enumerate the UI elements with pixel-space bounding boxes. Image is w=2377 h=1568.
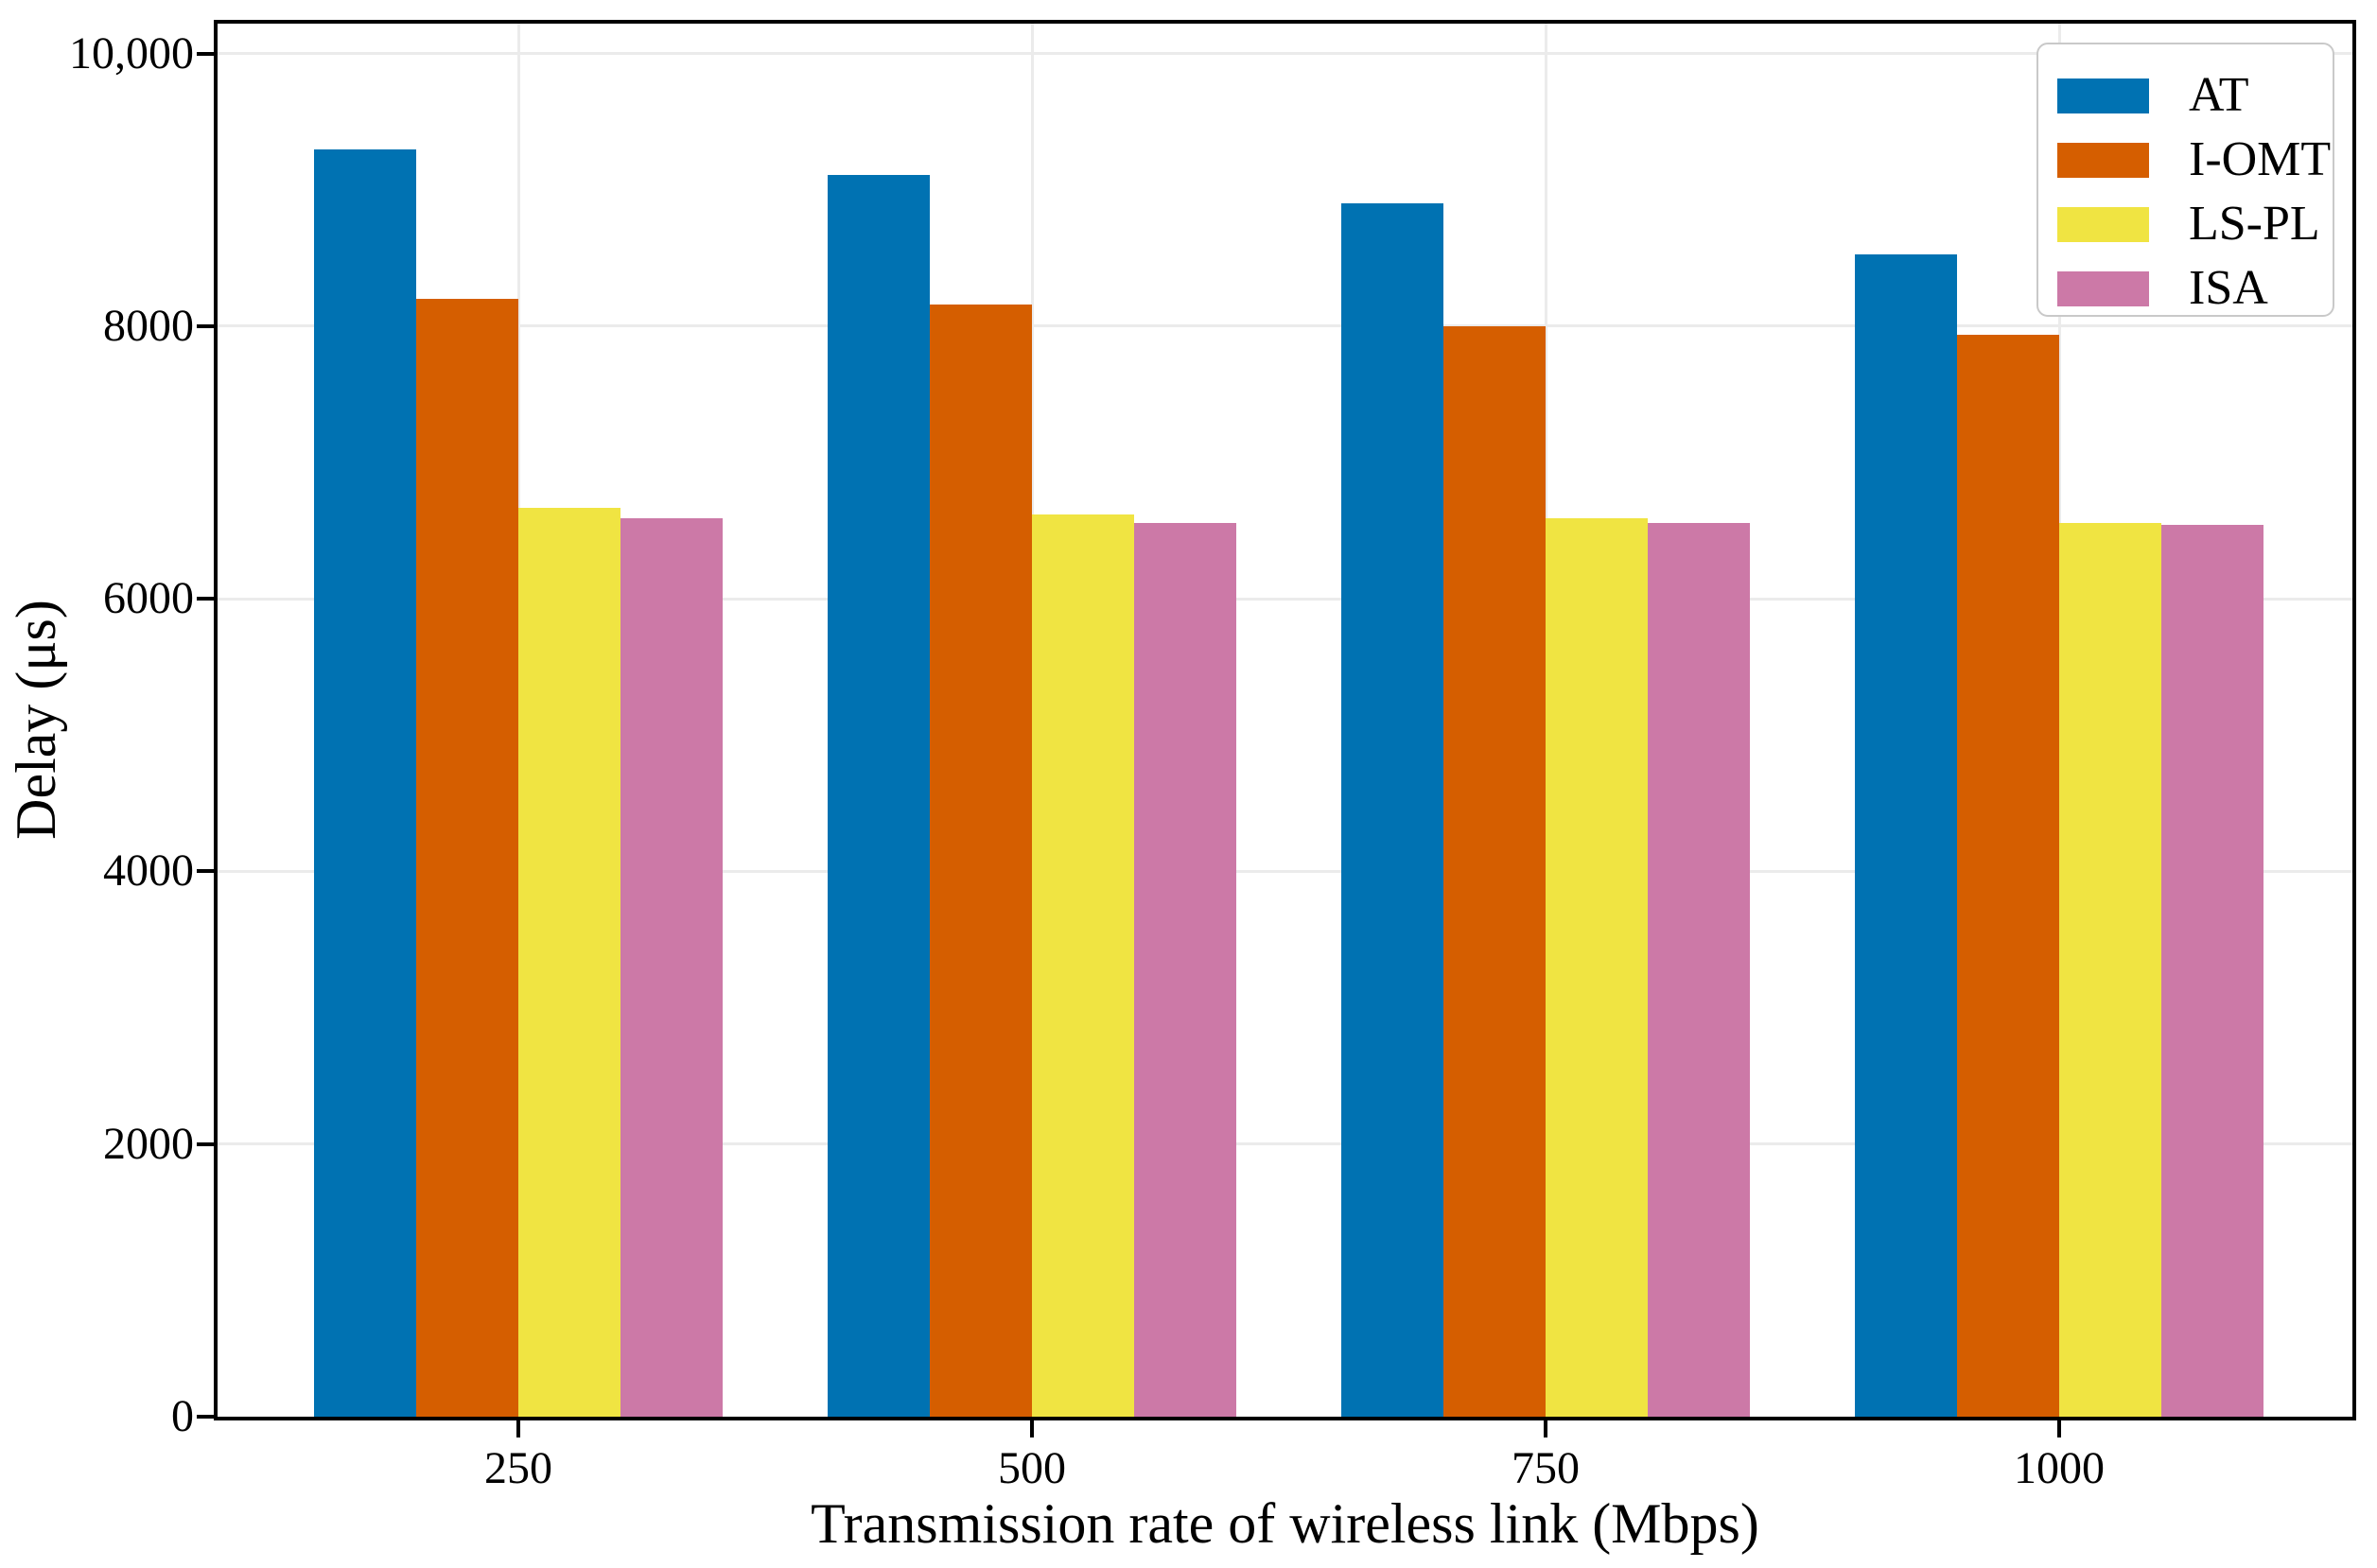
y-tick-label: 10,000 [69, 27, 194, 78]
bar-AT-1000 [1855, 253, 1957, 1417]
x-tick [1544, 1420, 1547, 1437]
y-tick [197, 1141, 214, 1146]
bar-AT-750 [1341, 203, 1443, 1417]
h-gridline [218, 597, 2352, 601]
x-tick [1030, 1420, 1034, 1437]
legend: AT I-OMT LS-PL ISA [2036, 43, 2334, 317]
y-axis-title: Delay (μs) [5, 600, 67, 840]
legend-item-I-OMT: I-OMT [2038, 128, 2333, 192]
plot-inner [218, 24, 2352, 1417]
y-tick [197, 1415, 214, 1419]
x-tick [516, 1420, 520, 1437]
y-tick [197, 869, 214, 874]
bar-LS-PL-250 [518, 507, 620, 1417]
y-tick-label: 2000 [103, 1118, 194, 1169]
bar-LS-PL-500 [1032, 514, 1134, 1417]
bar-ISA-250 [620, 518, 723, 1417]
bar-I-OMT-500 [930, 304, 1032, 1417]
bar-ISA-750 [1648, 522, 1750, 1417]
legend-swatch-I-OMT [2057, 142, 2149, 178]
bar-I-OMT-750 [1443, 325, 1546, 1417]
x-tick-label: 250 [484, 1443, 552, 1493]
plot-area [214, 20, 2356, 1420]
legend-label-AT: AT [2189, 68, 2249, 122]
x-axis-title: Transmission rate of wireless link (Mbps… [811, 1492, 1759, 1555]
legend-item-AT: AT [2038, 63, 2333, 128]
h-gridline [218, 869, 2352, 873]
bar-AT-250 [314, 148, 416, 1417]
legend-label-ISA: ISA [2189, 261, 2268, 315]
bar-ISA-1000 [2161, 524, 2263, 1417]
x-tick-label: 1000 [2014, 1443, 2105, 1493]
legend-swatch-LS-PL [2057, 206, 2149, 242]
y-tick [197, 597, 214, 601]
legend-label-I-OMT: I-OMT [2189, 132, 2332, 186]
bar-I-OMT-1000 [1957, 334, 2059, 1417]
x-tick-label: 500 [998, 1443, 1066, 1493]
bar-ISA-500 [1134, 522, 1236, 1417]
x-tick [2057, 1420, 2061, 1437]
y-tick-label: 6000 [103, 573, 194, 624]
legend-swatch-ISA [2057, 270, 2149, 306]
y-tick-label: 8000 [103, 300, 194, 351]
y-tick [197, 51, 214, 56]
h-gridline [218, 1142, 2352, 1146]
h-gridline [218, 324, 2352, 328]
legend-item-ISA: ISA [2038, 256, 2333, 321]
legend-swatch-AT [2057, 78, 2149, 113]
h-gridline [218, 52, 2352, 56]
bar-I-OMT-250 [416, 299, 518, 1417]
bar-LS-PL-1000 [2059, 522, 2161, 1417]
bar-AT-500 [828, 174, 930, 1417]
y-tick-label: 0 [171, 1391, 194, 1441]
y-tick-label: 4000 [103, 845, 194, 897]
x-tick-label: 750 [1512, 1443, 1580, 1493]
legend-item-LS-PL: LS-PL [2038, 192, 2333, 256]
bar-LS-PL-750 [1546, 518, 1648, 1417]
legend-label-LS-PL: LS-PL [2189, 197, 2320, 251]
y-tick [197, 323, 214, 328]
